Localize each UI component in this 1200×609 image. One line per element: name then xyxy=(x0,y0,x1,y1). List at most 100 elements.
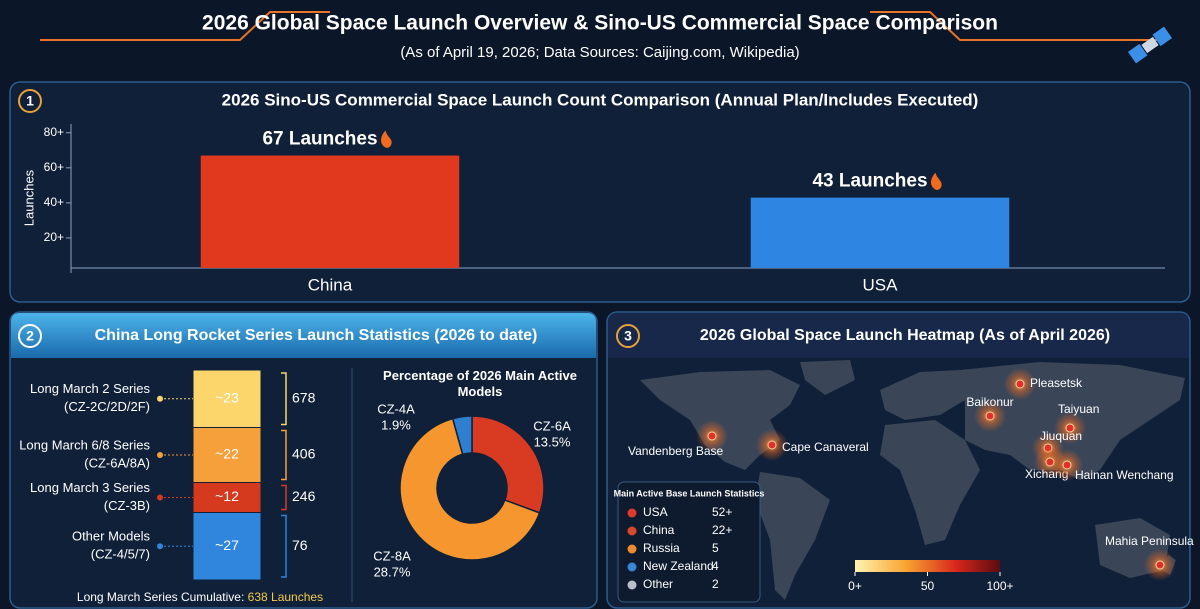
series-name: Other Models xyxy=(72,529,151,544)
panel-title: 2026 Global Space Launch Heatmap (As of … xyxy=(700,327,1110,344)
site-dot xyxy=(1155,560,1165,570)
segment-label: ~27 xyxy=(215,537,239,553)
site-dot xyxy=(707,431,717,441)
series-model: (CZ-2C/2D/2F) xyxy=(64,399,150,414)
legend-dot xyxy=(627,544,637,554)
series-model: (CZ-4/5/7) xyxy=(91,547,150,562)
bracket xyxy=(281,372,287,426)
site-label: Taiyuan xyxy=(1058,402,1099,416)
panel-badge xyxy=(616,324,640,348)
legend-title: Main Active Base Launch Statistics xyxy=(614,488,765,498)
panel-title: China Long Rocket Series Launch Statisti… xyxy=(95,327,538,344)
panel-number: 2 xyxy=(26,328,34,344)
colorbar xyxy=(855,560,1000,572)
slice-name: CZ-4A xyxy=(377,401,415,416)
site-label: Mahia Peninsula xyxy=(1105,534,1194,548)
y-tick-label: 60+ xyxy=(44,160,64,174)
page-title: 2026 Global Space Launch Overview & Sino… xyxy=(202,12,998,35)
site-label: Cape Canaveral xyxy=(782,440,869,454)
footer: Long March Series Cumulative: 638 Launch… xyxy=(77,590,323,604)
series-model: (CZ-3B) xyxy=(104,498,150,513)
panel-badge xyxy=(18,89,42,113)
donut-title-box: Percentage of 2026 Main Active Models xyxy=(383,368,577,399)
x-tick-label: China xyxy=(308,275,353,294)
slice-name: CZ-6A xyxy=(533,418,571,433)
legend-name: Russia xyxy=(643,541,680,555)
series-total: 76 xyxy=(292,537,308,553)
series-name: Long March 3 Series xyxy=(30,480,150,495)
legend-value: 22+ xyxy=(712,523,732,537)
header-ornament xyxy=(870,11,1160,41)
panel-header xyxy=(11,313,596,358)
panel-number: 1 xyxy=(26,93,34,109)
site-dot xyxy=(1065,423,1075,433)
slice-label: 1.9% xyxy=(381,417,411,432)
stack-segment xyxy=(192,512,262,581)
series-total: 678 xyxy=(292,389,316,405)
slice-label: 13.5% xyxy=(534,434,571,449)
footer-text: Long March Series Cumulative: xyxy=(77,590,244,604)
colorbar-label: 100+ xyxy=(986,579,1013,593)
panel-frame xyxy=(9,81,1191,303)
site-dot xyxy=(1015,379,1025,389)
site-label: Vandenberg Base xyxy=(628,444,724,458)
legend-dot xyxy=(627,580,637,590)
donut-slice xyxy=(471,415,545,514)
x-tick-label: USA xyxy=(863,275,899,294)
site-dot xyxy=(767,440,777,450)
panel-title: 2026 Sino-US Commercial Space Launch Cou… xyxy=(222,90,979,109)
site-label: Baikonur xyxy=(966,395,1013,409)
legend-value: 2 xyxy=(712,577,719,591)
bar xyxy=(750,197,1010,268)
series-name: Long March 6/8 Series xyxy=(19,437,150,452)
flame-icon xyxy=(931,172,942,190)
stack-segment xyxy=(192,482,262,513)
site-dot xyxy=(1062,460,1072,470)
segment-label: ~12 xyxy=(215,488,239,504)
legend-value: 5 xyxy=(712,541,719,555)
panel-header xyxy=(608,313,1189,358)
colorbar-label: 50 xyxy=(921,579,935,593)
segment-label: ~22 xyxy=(215,446,239,462)
bracket xyxy=(281,429,287,481)
bracket xyxy=(281,484,287,511)
stack-segment xyxy=(192,369,262,428)
panel-number: 3 xyxy=(624,328,632,344)
site-label: Jiuquan xyxy=(1040,429,1082,443)
footer-value: 638 Launches xyxy=(248,590,323,604)
bracket xyxy=(281,514,287,578)
value-label: 67 Launches xyxy=(262,129,377,150)
slice-name: CZ-8A xyxy=(373,548,411,563)
donut-title: Percentage of 2026 Main Active Models xyxy=(383,368,577,399)
legend-name: Other xyxy=(643,577,673,591)
y-tick-label: 40+ xyxy=(44,195,64,209)
legend-value: 4 xyxy=(712,559,719,573)
stack-segment xyxy=(192,427,262,483)
y-tick-label: 20+ xyxy=(44,230,64,244)
legend-value: 52+ xyxy=(712,505,732,519)
panel-badge xyxy=(18,324,42,348)
page-subtitle: (As of April 19, 2026; Data Sources: Cai… xyxy=(400,44,799,61)
site-label: Pleasetsk xyxy=(1030,376,1083,390)
value-label: 43 Launches xyxy=(812,171,927,192)
site-label: Hainan Wenchang xyxy=(1075,468,1174,482)
legend-dot xyxy=(627,562,637,572)
donut-slice xyxy=(451,415,473,456)
segment-label: ~23 xyxy=(215,389,239,405)
colorbar-label: 0+ xyxy=(848,579,862,593)
flame-icon xyxy=(381,130,392,148)
satellite-icon xyxy=(1127,26,1173,64)
legend-dot xyxy=(627,508,637,518)
series-name: Long March 2 Series xyxy=(30,381,150,396)
donut-slice xyxy=(399,417,541,561)
y-axis-label: Launches xyxy=(21,169,36,226)
y-tick-label: 80+ xyxy=(44,125,64,139)
legend-name: USA xyxy=(643,505,668,519)
legend-name: New Zealand xyxy=(643,559,714,573)
legend-box xyxy=(617,481,761,603)
header-ornament xyxy=(40,11,330,41)
site-dot xyxy=(985,411,995,421)
series-total: 406 xyxy=(292,446,316,462)
legend-dot xyxy=(627,526,637,536)
series-total: 246 xyxy=(292,488,316,504)
